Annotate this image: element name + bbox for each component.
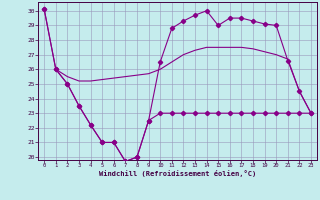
X-axis label: Windchill (Refroidissement éolien,°C): Windchill (Refroidissement éolien,°C) xyxy=(99,170,256,177)
